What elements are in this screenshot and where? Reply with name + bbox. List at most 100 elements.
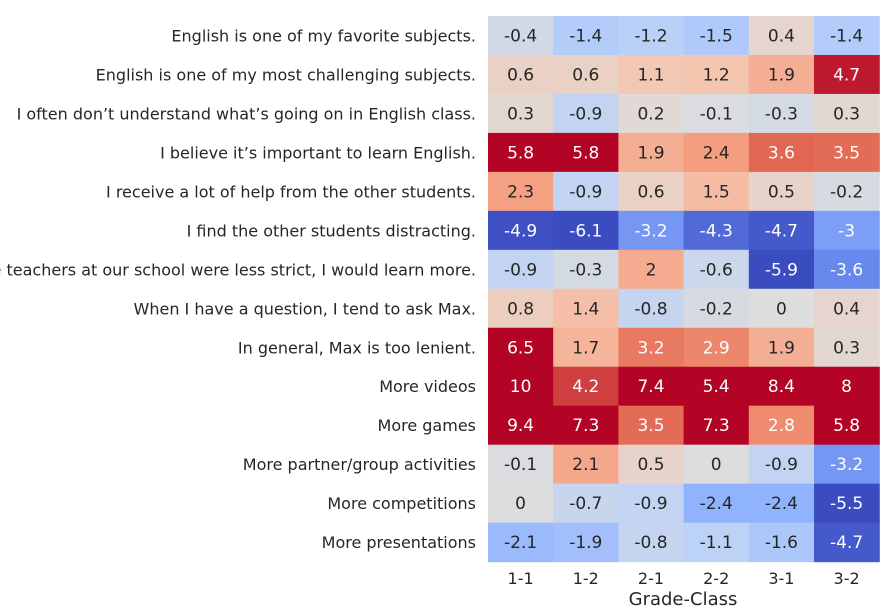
cell-value-label: -0.3 <box>569 260 602 280</box>
heatmap-cell <box>618 327 685 368</box>
row-label: I find the other students distracting. <box>187 221 476 240</box>
cell-value-label: -0.9 <box>765 455 798 475</box>
cell-value-label: 2 <box>646 260 657 280</box>
cell-value-label: 2.1 <box>572 455 599 475</box>
heatmap-cell <box>488 444 554 485</box>
cell-value-label: 0 <box>776 299 787 319</box>
heatmap-cell <box>683 171 750 212</box>
cell-value-label: -0.8 <box>634 533 667 553</box>
cell-value-label: -0.4 <box>504 26 537 46</box>
cell-value-label: 2.4 <box>703 143 730 163</box>
cell-value-label: -0.2 <box>700 299 733 319</box>
cell-value-label: 0 <box>515 494 526 514</box>
cell-value-label: 1.4 <box>572 299 599 319</box>
heatmap-cell <box>618 366 685 407</box>
column-tick-label: 3-1 <box>768 569 794 588</box>
heatmap-cell <box>814 93 880 134</box>
cell-value-label: 0.5 <box>768 182 795 202</box>
cell-value-label: -3.2 <box>634 221 667 241</box>
heatmap-cell <box>814 327 880 368</box>
heatmap-cell <box>814 405 880 446</box>
heatmap-cell <box>488 249 554 290</box>
cell-value-label: -0.9 <box>504 260 537 280</box>
heatmap-cell <box>683 522 750 563</box>
heatmap-cell <box>683 444 750 485</box>
heatmap-cell <box>748 171 815 212</box>
cell-value-label: -1.4 <box>830 26 863 46</box>
heatmap-cell <box>748 444 815 485</box>
cell-value-label: -5.5 <box>830 494 863 514</box>
heatmap-cell <box>553 288 619 329</box>
cell-value-label: -4.7 <box>830 533 863 553</box>
cell-value-label: 0.6 <box>637 182 664 202</box>
x-axis-label: Grade-Class <box>629 589 738 610</box>
row-labels: English is one of my favorite subjects. E… <box>0 26 476 552</box>
cell-value-label: -2.4 <box>700 494 733 514</box>
cell-value-label: -0.7 <box>569 494 602 514</box>
cell-value-label: 0.6 <box>507 65 534 85</box>
cell-value-label: 3.5 <box>637 416 664 436</box>
column-tick-label: 3-2 <box>834 569 860 588</box>
heatmap-cell <box>488 405 554 446</box>
cell-value-label: 5.8 <box>507 143 534 163</box>
cell-value-label: -4.7 <box>765 221 798 241</box>
row-label: More videos <box>379 377 476 396</box>
heatmap-cell <box>553 171 619 212</box>
cell-value-label: 0.3 <box>833 338 860 358</box>
heatmap-cell <box>488 327 554 368</box>
row-label: English is one of my most challenging su… <box>96 65 476 84</box>
column-tick-label: 2-1 <box>638 569 664 588</box>
cell-value-label: 5.8 <box>833 416 860 436</box>
heatmap-cell <box>814 366 880 407</box>
cell-value-label: -2.4 <box>765 494 798 514</box>
heatmap-cell <box>488 93 554 134</box>
row-label: More competitions <box>327 494 476 513</box>
row-label: More games <box>378 416 476 435</box>
heatmap-cell <box>814 249 880 290</box>
cell-value-label: 0 <box>711 455 722 475</box>
heatmap-cell <box>748 210 815 251</box>
row-label: More presentations <box>322 533 476 552</box>
heatmap-cell <box>748 327 815 368</box>
cell-value-label: 3.6 <box>768 143 795 163</box>
cell-value-label: -1.5 <box>700 26 733 46</box>
cell-value-label: -0.8 <box>634 299 667 319</box>
column-tick-label: 2-2 <box>703 569 729 588</box>
heatmap-cells: -0.4 -1.4 -1.2 -1.5 0.4 -1.4 0.6 0.6 1.1 1.2 1.9 4.… <box>488 16 880 563</box>
heatmap-cell <box>488 132 554 173</box>
heatmap-cell <box>618 132 685 173</box>
cell-value-label: 10 <box>510 377 532 397</box>
heatmap-cell <box>814 483 880 524</box>
heatmap-cell <box>618 483 685 524</box>
cell-value-label: 0.5 <box>637 455 664 475</box>
cell-value-label: 0.6 <box>572 65 599 85</box>
cell-value-label: 0.2 <box>637 104 664 124</box>
row-label: I receive a lot of help from the other s… <box>106 182 476 201</box>
heatmap-cell <box>814 16 880 56</box>
cell-value-label: -0.1 <box>504 455 537 475</box>
heatmap-cell <box>748 93 815 134</box>
heatmap-cell <box>553 327 619 368</box>
row-label: More partner/group activities <box>243 455 476 474</box>
heatmap-cell <box>553 405 619 446</box>
cell-value-label: 9.4 <box>507 416 534 436</box>
heatmap-cell <box>683 210 750 251</box>
heatmap-cell <box>553 16 619 56</box>
heatmap-cell <box>488 522 554 563</box>
row-label: I believe it’s important to learn Englis… <box>160 143 476 162</box>
column-tick-label: 1-1 <box>508 569 534 588</box>
cell-value-label: 7.3 <box>572 416 599 436</box>
heatmap-cell <box>618 249 685 290</box>
column-tick-label: 1-2 <box>573 569 599 588</box>
heatmap-cell <box>488 54 554 95</box>
cell-value-label: 5.4 <box>703 377 730 397</box>
heatmap-cell <box>553 93 619 134</box>
cell-value-label: 0.4 <box>833 299 860 319</box>
heatmap-cell <box>683 54 750 95</box>
cell-value-label: -1.4 <box>569 26 602 46</box>
heatmap-cell <box>488 483 554 524</box>
heatmap-cell <box>553 522 619 563</box>
heatmap-cell <box>553 444 619 485</box>
heatmap-cell <box>618 405 685 446</box>
cell-value-label: -0.6 <box>700 260 733 280</box>
